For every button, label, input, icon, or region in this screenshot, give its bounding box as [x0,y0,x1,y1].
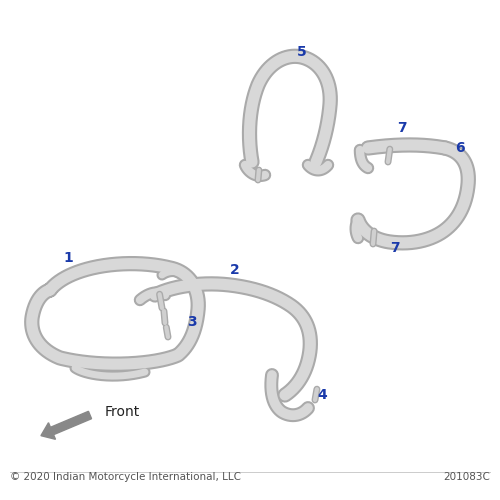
Text: 4: 4 [317,388,327,402]
Text: 6: 6 [455,141,465,155]
Text: 2: 2 [230,263,240,277]
Text: Front: Front [105,405,140,419]
Text: 7: 7 [397,121,407,135]
Text: 5: 5 [297,45,307,59]
FancyArrow shape [41,412,92,440]
Text: © 2020 Indian Motorcycle International, LLC: © 2020 Indian Motorcycle International, … [10,472,241,482]
Text: 1: 1 [63,251,73,265]
Text: 7: 7 [390,241,400,255]
Text: 3: 3 [187,315,197,329]
Text: 201083C: 201083C [443,472,490,482]
